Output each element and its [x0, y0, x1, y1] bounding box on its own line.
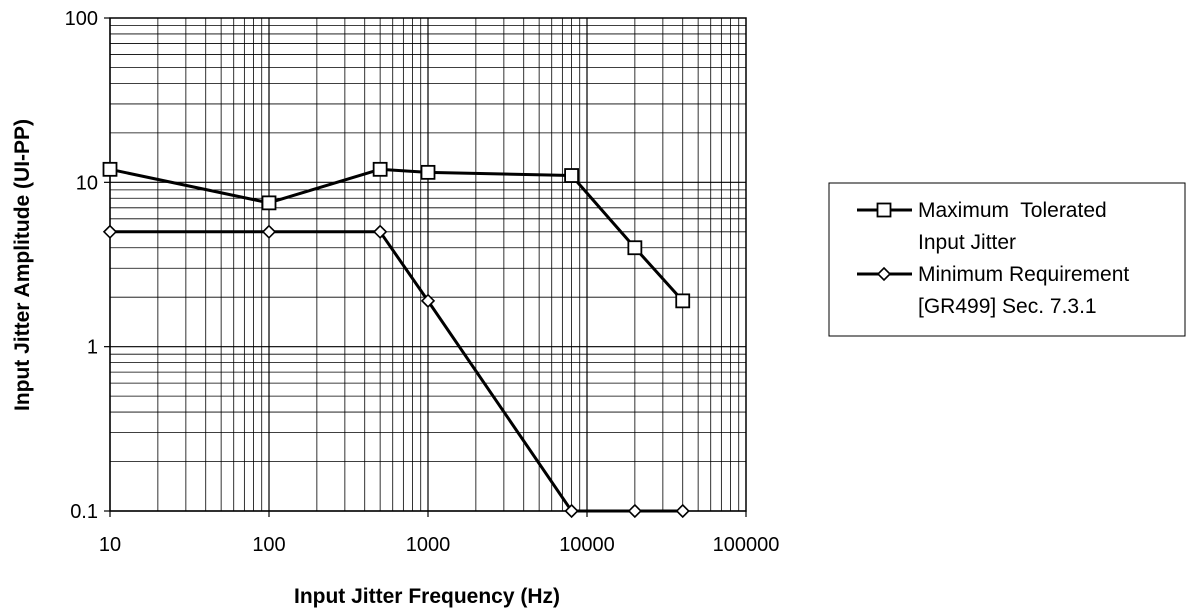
- y-tick-label: 100: [65, 8, 98, 30]
- y-tick-label: 0.1: [70, 501, 98, 523]
- y-tick-label: 1: [87, 337, 98, 359]
- x-tick-label: 1000: [406, 534, 451, 556]
- legend-label-line: Input Jitter: [918, 231, 1016, 254]
- legend-square-marker: [876, 202, 892, 218]
- legend: Maximum Tolerated Input Jitter Minimum Req…: [828, 182, 1186, 337]
- y-axis-tick-labels: 0.1 1 10 100: [65, 8, 110, 523]
- legend-diamond-marker: [876, 266, 892, 282]
- legend-label-line: Maximum Tolerated: [918, 199, 1107, 222]
- y-tick-label: 10: [76, 172, 98, 194]
- series-2: [102, 224, 690, 519]
- legend-entry-2: Minimum Requirement [GR499] Sec. 7.3.1: [857, 263, 1129, 318]
- series-1: [102, 161, 691, 309]
- series-layer: [102, 161, 691, 519]
- legend-entry-1: Maximum Tolerated Input Jitter: [857, 199, 1107, 254]
- diamond-data-point: [373, 224, 388, 239]
- diamond-data-point: [627, 503, 642, 519]
- square-data-point: [627, 240, 643, 256]
- x-tick-label: 100: [252, 534, 285, 556]
- x-tick-label: 100000: [713, 534, 780, 556]
- square-data-point: [564, 168, 579, 183]
- plot-grid: [109, 18, 746, 512]
- legend-label-line: [GR499] Sec. 7.3.1: [918, 295, 1097, 318]
- y-axis-title: Input Jitter Amplitude (UI-PP): [11, 119, 34, 411]
- diamond-data-point: [102, 224, 118, 239]
- x-axis-title: Input Jitter Frequency (Hz): [294, 585, 560, 608]
- diamond-data-point: [420, 293, 436, 308]
- x-tick-label: 10: [99, 534, 121, 556]
- square-data-point: [675, 293, 691, 309]
- square-data-point: [261, 195, 277, 211]
- square-data-point: [102, 161, 118, 177]
- diamond-data-point: [261, 224, 277, 239]
- x-axis-tick-labels: 10 100 1000 10000 100000: [99, 511, 780, 556]
- diamond-data-point: [564, 503, 579, 519]
- diamond-data-point: [675, 503, 690, 519]
- square-data-point: [420, 164, 436, 180]
- legend-label-line: Minimum Requirement: [918, 263, 1129, 286]
- x-tick-label: 10000: [559, 534, 615, 556]
- square-data-point: [372, 161, 388, 177]
